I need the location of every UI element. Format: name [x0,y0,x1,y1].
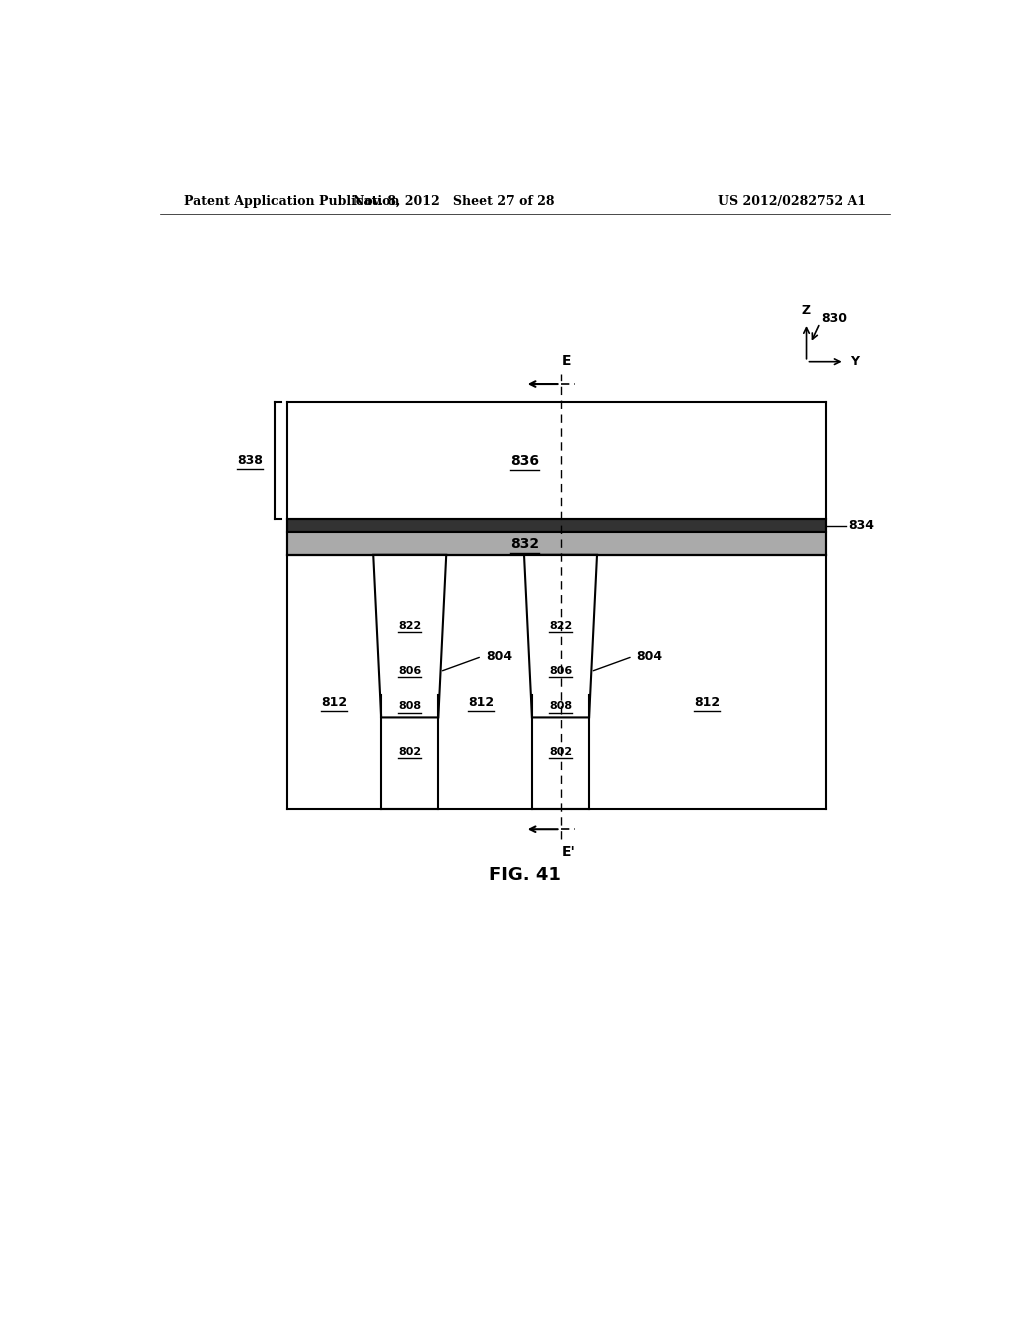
Text: 812: 812 [694,696,721,709]
Bar [287,519,826,532]
Text: 822: 822 [398,620,421,631]
Text: 808: 808 [549,701,572,711]
Text: FIG. 41: FIG. 41 [488,866,561,884]
Text: 806: 806 [398,665,421,676]
Text: 802: 802 [398,747,421,756]
Text: Y: Y [850,355,859,368]
Text: 832: 832 [510,537,540,550]
Text: 812: 812 [322,696,347,709]
Text: Patent Application Publication: Patent Application Publication [183,194,399,207]
Bar [531,696,589,718]
Text: 804: 804 [637,649,663,663]
Text: 808: 808 [398,701,421,711]
Text: 802: 802 [549,747,572,756]
Bar [287,532,826,554]
Bar [381,696,438,718]
Text: E: E [562,354,571,368]
Text: US 2012/0282752 A1: US 2012/0282752 A1 [718,194,866,207]
Text: 838: 838 [237,454,263,467]
Text: Z: Z [802,304,811,317]
Polygon shape [524,554,597,718]
Text: Nov. 8, 2012   Sheet 27 of 28: Nov. 8, 2012 Sheet 27 of 28 [352,194,554,207]
Text: 806: 806 [549,665,572,676]
Text: 830: 830 [821,313,847,326]
Bar [381,647,438,696]
Text: 804: 804 [486,649,512,663]
Bar [531,647,589,696]
Text: 836: 836 [510,454,540,467]
Text: E': E' [561,846,575,859]
Text: 812: 812 [468,696,495,709]
Text: 834: 834 [849,519,874,532]
Text: 822: 822 [549,620,572,631]
Polygon shape [373,554,446,718]
